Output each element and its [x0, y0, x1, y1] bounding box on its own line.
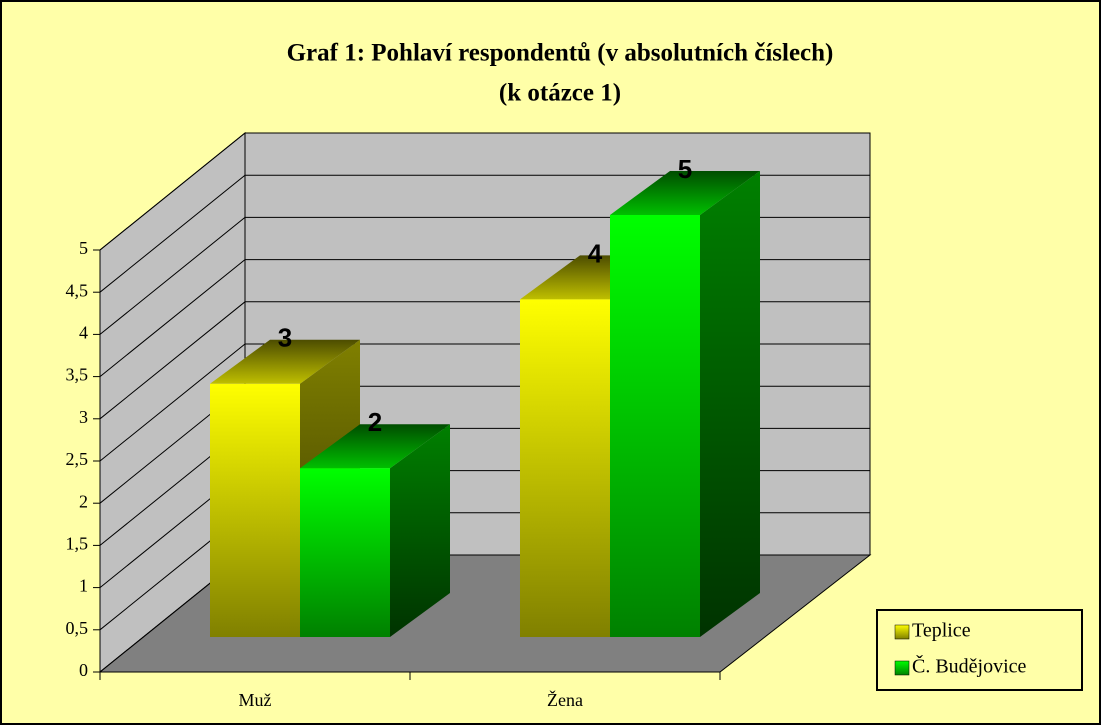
y-tick-label: 2,5: [66, 449, 89, 469]
y-tick-label: 4: [79, 323, 88, 343]
bar-side: [390, 424, 450, 637]
bar-top: [300, 424, 450, 469]
x-tick-label: Muž: [239, 690, 272, 710]
legend: [876, 609, 1083, 691]
x-tick-label: Žena: [547, 689, 583, 710]
grid-line: [99, 174, 870, 293]
bar: [520, 299, 610, 637]
bar-top: [610, 171, 760, 215]
data-label: 5: [678, 154, 692, 184]
grid-line: [99, 132, 870, 251]
y-tick-label: 4,5: [66, 280, 89, 300]
legend-label: Teplice: [912, 620, 971, 642]
data-label: 4: [588, 238, 603, 268]
bar: [210, 383, 300, 637]
legend-swatch: [894, 624, 910, 640]
bar-top: [210, 339, 360, 384]
y-tick-label: 2: [79, 491, 88, 511]
y-tick-label: 1: [79, 576, 88, 596]
bar-side: [700, 171, 760, 637]
y-tick-label: 3,5: [66, 365, 89, 385]
chart-subtitle: (k otázce 1): [499, 80, 621, 107]
data-label: 3: [278, 323, 292, 353]
y-tick-label: 5: [79, 238, 88, 258]
chart-title: Graf 1: Pohlaví respondentů (v absolutní…: [287, 40, 834, 67]
y-tick-label: 0,5: [66, 618, 89, 638]
bar: [610, 215, 700, 637]
y-tick-label: 1,5: [66, 534, 89, 554]
data-label: 2: [368, 407, 382, 437]
legend-swatch: [894, 660, 910, 676]
bar: [300, 468, 390, 637]
y-tick-label: 3: [79, 407, 88, 427]
y-tick-label: 0: [79, 660, 88, 680]
legend-label: Č. Budějovice: [912, 654, 1027, 678]
